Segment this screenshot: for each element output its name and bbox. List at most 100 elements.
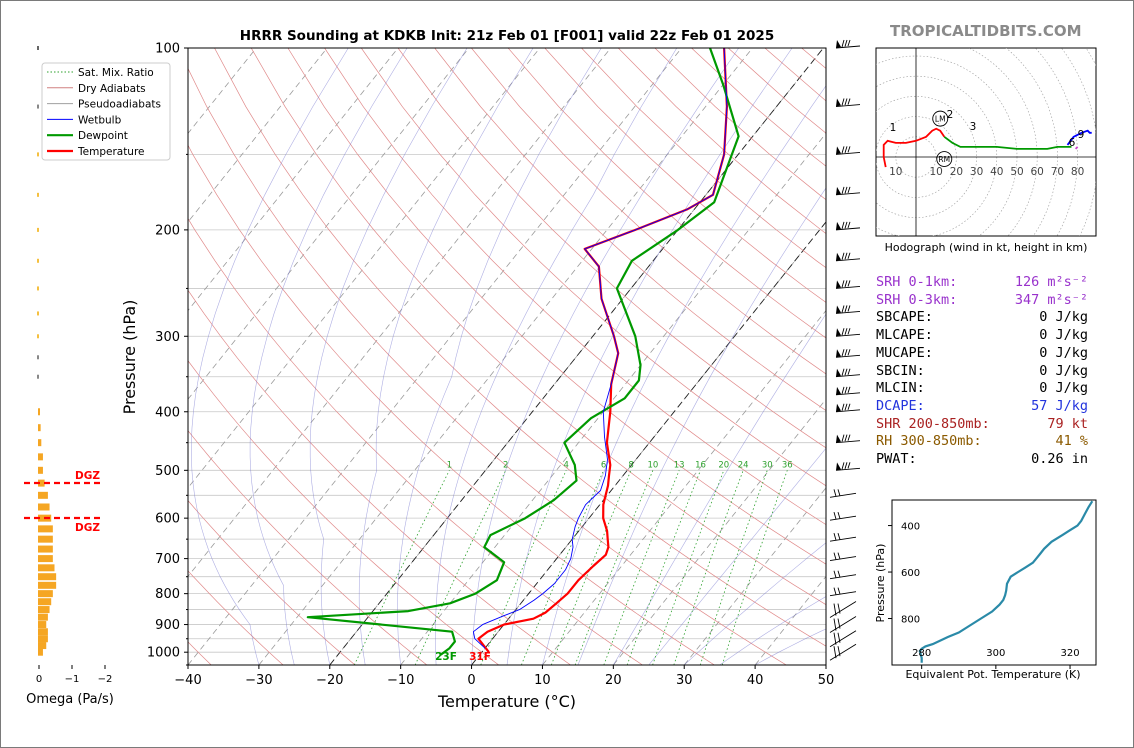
barb-staff bbox=[835, 374, 861, 378]
barb-flag bbox=[844, 462, 848, 469]
isotherm bbox=[329, 48, 824, 665]
wind-barb bbox=[835, 98, 861, 108]
wind-barb bbox=[829, 643, 857, 661]
omega-upper-mark bbox=[37, 311, 39, 316]
barb-flag bbox=[841, 98, 845, 106]
barb-pennant bbox=[836, 386, 841, 395]
barb-staff bbox=[829, 591, 857, 597]
dry-adiabat bbox=[188, 144, 715, 665]
barb-flag bbox=[847, 403, 851, 410]
hodograph-height-label: 9 bbox=[1078, 129, 1085, 141]
barb-flag bbox=[847, 221, 851, 229]
omega-x-tick-label: −1 bbox=[65, 674, 80, 685]
barb-flag bbox=[847, 328, 851, 335]
barb-pennant bbox=[836, 252, 841, 261]
omega-bar bbox=[38, 581, 57, 589]
thetae-frame bbox=[891, 499, 1097, 666]
hodograph-height-label: 1 bbox=[890, 122, 897, 134]
barb-pennant bbox=[836, 221, 841, 230]
hodograph bbox=[876, 48, 1096, 236]
mixing-ratio-line bbox=[626, 470, 701, 665]
pseudoadiabat bbox=[471, 48, 739, 665]
barb-flag bbox=[841, 403, 845, 411]
barb-staff bbox=[835, 467, 861, 471]
omega-bar bbox=[38, 424, 41, 432]
mixing-ratio-line bbox=[574, 470, 654, 665]
barb-flag bbox=[837, 570, 841, 578]
parameter-label: SBCAPE: bbox=[876, 309, 933, 326]
parameter-value: 0 J/kg bbox=[1039, 309, 1088, 326]
omega-upper-mark bbox=[37, 152, 39, 157]
y-tick-label: 700 bbox=[155, 552, 180, 567]
thetae-profile bbox=[918, 500, 1094, 663]
barb-flag bbox=[847, 98, 851, 105]
parameter-value: 0 J/kg bbox=[1039, 327, 1088, 344]
parameter-value: 41 % bbox=[1055, 433, 1088, 450]
dry-adiabat bbox=[544, 48, 826, 303]
omega-bar bbox=[38, 573, 57, 581]
dry-adiabat bbox=[361, 48, 826, 487]
storm-motion-marker bbox=[932, 110, 949, 127]
pseudoadiabat bbox=[613, 313, 826, 665]
legend-label: Dewpoint bbox=[78, 130, 128, 142]
barb-flag bbox=[841, 39, 845, 48]
mixing-ratio-label: 10 bbox=[647, 460, 658, 470]
dry-adiabat bbox=[188, 500, 356, 665]
omega-upper-mark bbox=[37, 104, 39, 109]
thetae-y-tick-label: 800 bbox=[901, 615, 920, 626]
hodograph-labels: LM RM 10 10 20 30 40 50 60 70 80 1 2 3 69 bbox=[889, 109, 1084, 178]
parameter-label: RH 300-850mb: bbox=[876, 433, 982, 450]
storm-motion-marker bbox=[936, 151, 953, 167]
surface-temp-label: 31F bbox=[469, 651, 491, 663]
wind-barb bbox=[829, 601, 857, 618]
mixing-ratio-label: 8 bbox=[628, 460, 633, 470]
mixing-ratio-line bbox=[480, 470, 567, 665]
barb-pennant bbox=[836, 462, 841, 471]
barb-flag bbox=[847, 386, 851, 393]
mixing-ratio-label: 4 bbox=[563, 460, 568, 470]
barb-flag bbox=[847, 280, 851, 287]
isotherm bbox=[683, 487, 826, 665]
storm-motion-label: RM bbox=[938, 155, 950, 164]
mixing-ratio-label: 20 bbox=[718, 460, 729, 470]
barb-staff bbox=[829, 574, 857, 580]
barb-flag bbox=[844, 368, 848, 376]
barb-flag bbox=[841, 434, 845, 442]
mixing-ratio-label: 24 bbox=[738, 460, 749, 470]
mixing-ratio-label: 13 bbox=[674, 460, 685, 470]
mixing-ratio-line bbox=[603, 470, 680, 665]
mixing-ratio-label: 1 bbox=[447, 460, 452, 470]
hodograph-ring-label: 60 bbox=[1031, 166, 1044, 178]
skewt-axes-frame bbox=[187, 47, 827, 666]
omega-bar bbox=[38, 642, 47, 650]
hodograph-ring-label: 70 bbox=[1051, 166, 1064, 178]
barb-flag bbox=[847, 349, 851, 356]
barb-flag bbox=[847, 434, 851, 441]
barb-flag bbox=[841, 368, 845, 376]
thetae-y-tick-label: 600 bbox=[901, 568, 920, 579]
omega-bar bbox=[38, 466, 43, 474]
wind-barbs bbox=[829, 39, 861, 661]
hodograph-height-label: 3 bbox=[970, 121, 977, 133]
parameter-value: 0 J/kg bbox=[1039, 344, 1088, 361]
omega-bar bbox=[38, 598, 52, 606]
omega-upper-mark bbox=[37, 192, 39, 197]
omega-bar bbox=[38, 555, 53, 563]
x-tick-label: 40 bbox=[747, 673, 764, 688]
legend-label: Temperature bbox=[77, 146, 145, 158]
y-tick-label: 800 bbox=[155, 587, 180, 602]
parameter-value: 0 J/kg bbox=[1039, 362, 1088, 379]
pseudoadiabat bbox=[191, 48, 349, 665]
barb-staff bbox=[835, 104, 861, 108]
dry-adiabat bbox=[188, 217, 643, 665]
barb-flag bbox=[844, 252, 848, 260]
omega-bar bbox=[38, 621, 47, 629]
barb-flag bbox=[837, 533, 841, 540]
barb-flag bbox=[833, 570, 837, 578]
barb-pennant bbox=[836, 146, 841, 155]
parameter-value: 126 m²s⁻² bbox=[1014, 274, 1088, 290]
hodograph-ring-label: 30 bbox=[970, 166, 983, 178]
dgz-label: DGZ bbox=[75, 470, 100, 482]
wind-barb bbox=[829, 512, 857, 521]
